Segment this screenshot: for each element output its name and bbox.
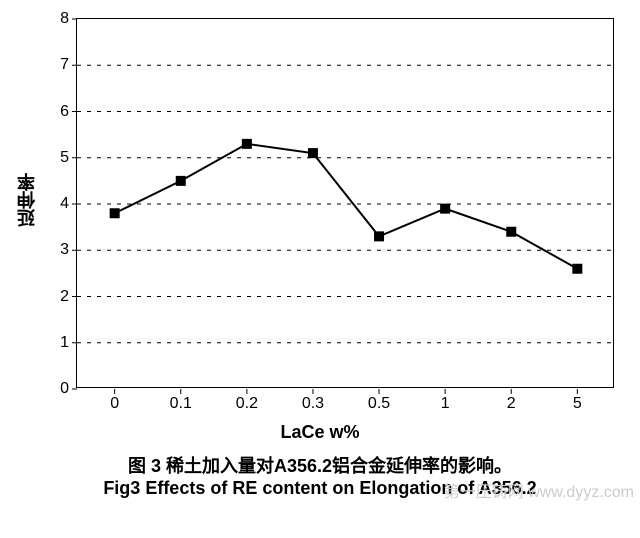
- figure: 01234567800.10.20.30.5125 延伸率 LaCe w% 图 …: [0, 0, 640, 538]
- data-marker: [308, 148, 318, 158]
- x-tick-label: 2: [507, 395, 516, 413]
- y-tick-label: 4: [45, 195, 69, 213]
- x-tick-label: 0.3: [302, 395, 324, 413]
- watermark-text: 第一压铸网 www.dyyz.com: [444, 478, 634, 502]
- chart-svg: [77, 19, 615, 389]
- y-tick-label: 1: [45, 334, 69, 352]
- y-tick-label: 5: [45, 149, 69, 167]
- x-tick-label: 5: [573, 395, 582, 413]
- data-marker: [572, 264, 582, 274]
- data-marker: [374, 231, 384, 241]
- x-tick-label: 0.5: [368, 395, 390, 413]
- x-tick-label: 1: [441, 395, 450, 413]
- y-axis-title: 延伸率: [14, 173, 40, 227]
- x-axis-title: LaCe w%: [0, 422, 640, 443]
- data-marker: [176, 176, 186, 186]
- caption-zh: 图 3 稀土加入量对A356.2铝合金延伸率的影响。: [0, 452, 640, 478]
- data-marker: [440, 204, 450, 214]
- y-tick-label: 3: [45, 241, 69, 259]
- y-tick-label: 0: [45, 380, 69, 398]
- x-tick-label: 0: [110, 395, 119, 413]
- y-tick-label: 6: [45, 103, 69, 121]
- plot-area: 01234567800.10.20.30.5125: [76, 18, 614, 388]
- x-tick-label: 0.2: [236, 395, 258, 413]
- data-marker: [110, 208, 120, 218]
- data-marker: [242, 139, 252, 149]
- y-tick-label: 2: [45, 288, 69, 306]
- y-tick-label: 7: [45, 56, 69, 74]
- x-tick-label: 0.1: [170, 395, 192, 413]
- data-marker: [506, 227, 516, 237]
- y-tick-label: 8: [45, 10, 69, 28]
